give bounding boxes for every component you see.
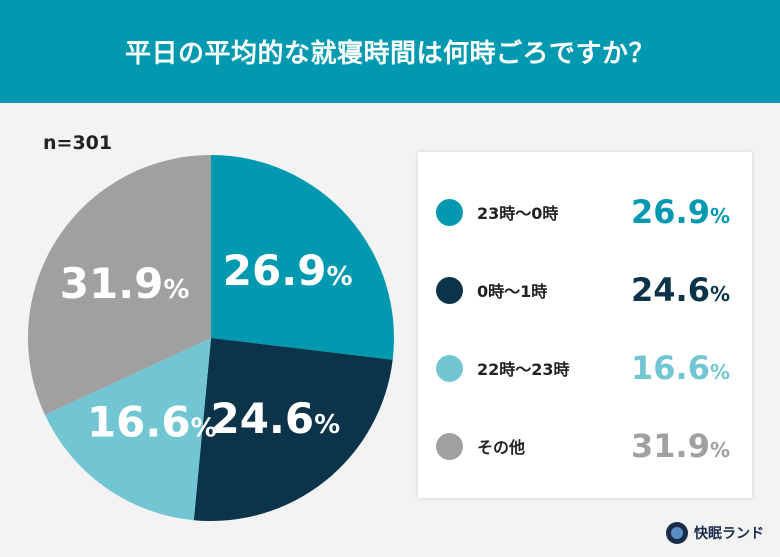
- legend-swatch: [436, 198, 463, 226]
- slice-data-label: 31.9%: [60, 259, 190, 308]
- legend-swatch: [436, 276, 463, 304]
- sample-size: n=301: [43, 132, 113, 154]
- legend-value: 26.9%: [631, 193, 730, 231]
- pie-slice: [27, 154, 212, 415]
- brand-icon: [666, 522, 688, 544]
- brand-name: 快眠ランド: [694, 526, 764, 542]
- legend-item: 23時〜0時 26.9%: [436, 192, 736, 232]
- slice-data-label: 26.9%: [223, 246, 353, 295]
- legend-item: 22時〜23時 16.6%: [436, 348, 736, 388]
- header: 平日の平均的な就寝時間は何時ごろですか？: [0, 0, 780, 103]
- slice-data-label: 16.6%: [87, 398, 217, 447]
- legend-value: 31.9%: [631, 427, 730, 465]
- brand-logo: 快眠ランド: [666, 522, 764, 544]
- legend-value: 24.6%: [631, 271, 730, 309]
- legend: 23時〜0時 26.9% 0時〜1時 24.6% 22時〜23時 16.6% そ…: [418, 152, 752, 498]
- legend-swatch: [436, 354, 463, 382]
- legend-label: その他: [477, 438, 526, 457]
- legend-item: 0時〜1時 24.6%: [436, 270, 736, 310]
- pie-slice: [211, 155, 394, 360]
- pie-slice: [44, 338, 211, 521]
- pie-slice: [193, 338, 393, 522]
- legend-label: 0時〜1時: [477, 282, 548, 301]
- legend-swatch: [436, 432, 463, 460]
- legend-value: 16.6%: [631, 349, 730, 387]
- legend-label: 22時〜23時: [477, 360, 570, 379]
- page-title: 平日の平均的な就寝時間は何時ごろですか？: [124, 39, 655, 69]
- slice-data-label: 24.6%: [210, 394, 340, 443]
- legend-label: 23時〜0時: [477, 204, 559, 223]
- legend-item: その他 31.9%: [436, 426, 736, 466]
